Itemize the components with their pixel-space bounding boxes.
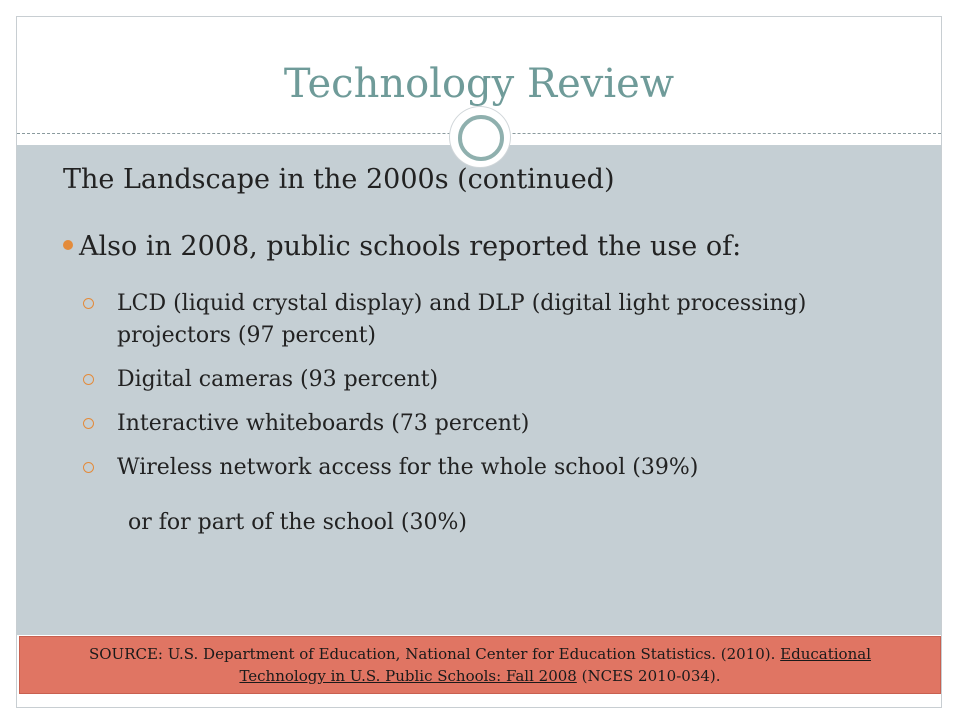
main-bullet-text: Also in 2008, public schools reported th… [79,231,742,262]
list-item: Wireless network access for the whole sc… [80,452,920,484]
list-item: Digital cameras (93 percent) [80,364,920,396]
ring-bullet-icon [83,462,94,473]
source-prefix: SOURCE: U.S. Department of Education, Na… [88,645,781,663]
ring-bullet-icon [83,298,94,309]
ring-bullet-icon [83,374,94,385]
list-item: LCD (liquid crystal display) and DLP (di… [80,288,920,352]
slide-subtitle: The Landscape in the 2000s (continued) [63,164,615,195]
list-item-text: Interactive whiteboards (73 percent) [117,411,530,436]
content-area [17,145,941,635]
list-item: Interactive whiteboards (73 percent) [80,408,920,440]
list-item-text: Digital cameras (93 percent) [117,367,439,392]
slide-title: Technology Review [283,61,675,107]
bullet-dot-icon [63,239,73,250]
continuation-text: or for part of the school (30%) [128,510,467,535]
list-item-text: LCD (liquid crystal display) and DLP (di… [117,291,807,348]
source-title-part2: Technology in U.S. Public Schools: Fall … [239,667,577,685]
sub-bullet-list: LCD (liquid crystal display) and DLP (di… [80,288,920,496]
ring-bullet-icon [83,418,94,429]
list-item-text: Wireless network access for the whole sc… [117,455,699,480]
source-suffix: (NCES 2010-034). [576,667,721,685]
main-bullet: Also in 2008, public schools reported th… [63,231,741,262]
source-title-part1: Educational [780,645,871,663]
source-citation: SOURCE: U.S. Department of Education, Na… [19,636,941,694]
circle-icon [458,115,504,161]
